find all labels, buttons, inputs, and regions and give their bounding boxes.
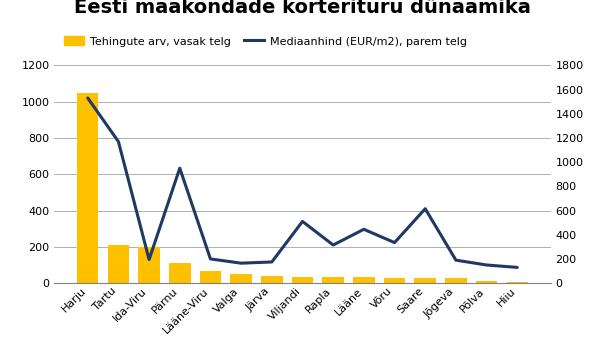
Bar [108, 245, 129, 283]
Bar [200, 272, 221, 283]
Bar [506, 282, 528, 283]
Legend: Tehingute arv, vasak telg, Mediaanhind (EUR/m2), parem telg: Tehingute arv, vasak telg, Mediaanhind (… [60, 32, 471, 51]
Bar [231, 274, 252, 283]
Bar [139, 247, 160, 283]
Bar [445, 278, 466, 283]
Title: Eesti maakondade korterituru dünaamika: Eesti maakondade korterituru dünaamika [74, 0, 531, 17]
Bar [384, 278, 405, 283]
Bar [353, 277, 374, 283]
Bar [261, 276, 283, 283]
Bar [414, 278, 436, 283]
Bar [169, 263, 191, 283]
Bar [476, 281, 497, 283]
Bar [292, 277, 313, 283]
Bar [77, 93, 99, 283]
Bar [322, 277, 344, 283]
